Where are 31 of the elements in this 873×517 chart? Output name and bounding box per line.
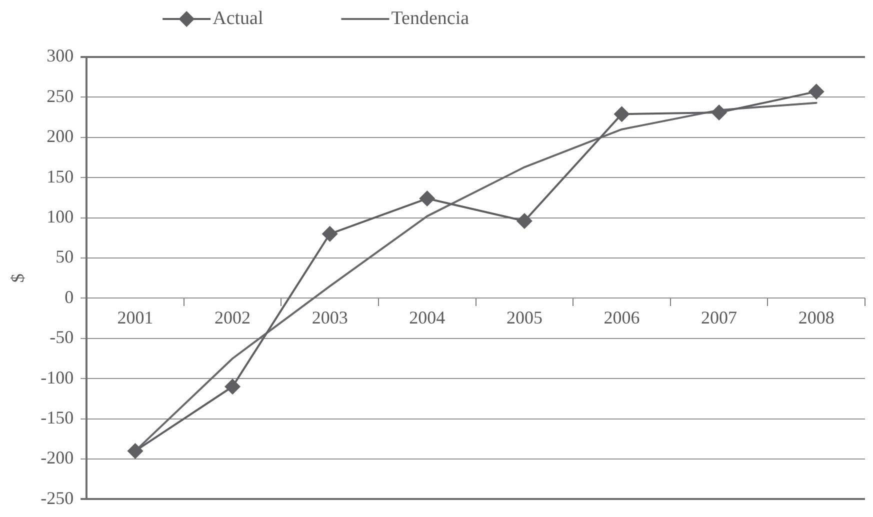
- point: [711, 104, 728, 120]
- y-tick-label: -200: [40, 448, 74, 468]
- y-tick-label: 0: [64, 286, 74, 307]
- y-tick-label: 150: [46, 166, 74, 186]
- y-tick-label: 50: [56, 246, 74, 267]
- x-tick-label: 2008: [798, 308, 834, 328]
- x-tick-label: 2003: [312, 308, 348, 328]
- y-tick-label: -150: [40, 408, 74, 428]
- x-tick-label: 2006: [604, 308, 640, 328]
- x-tick-label: 2002: [214, 308, 251, 328]
- x-tick-label: 2007: [701, 308, 738, 328]
- point: [419, 190, 436, 207]
- y-tick-label: 300: [46, 46, 74, 66]
- x-tick-label: 2004: [409, 308, 446, 328]
- point: [808, 84, 824, 100]
- legend-label: Actual: [212, 8, 264, 29]
- point: [322, 226, 338, 242]
- y-axis-title: $: [8, 274, 28, 283]
- y-tick-label: -100: [40, 367, 74, 388]
- y-tick-label: -50: [50, 327, 74, 348]
- y-tick-label: 200: [46, 126, 74, 146]
- legend-label: Tendencia: [391, 8, 470, 29]
- y-tick-label: 100: [46, 206, 74, 227]
- y-tick-label: 250: [46, 86, 74, 106]
- x-tick-label: 2005: [506, 308, 542, 328]
- point: [614, 106, 630, 122]
- y-tick-label: -250: [40, 488, 74, 508]
- point: [127, 442, 144, 459]
- x-tick-label: 2001: [117, 308, 154, 328]
- point: [224, 378, 241, 395]
- point: [516, 213, 532, 230]
